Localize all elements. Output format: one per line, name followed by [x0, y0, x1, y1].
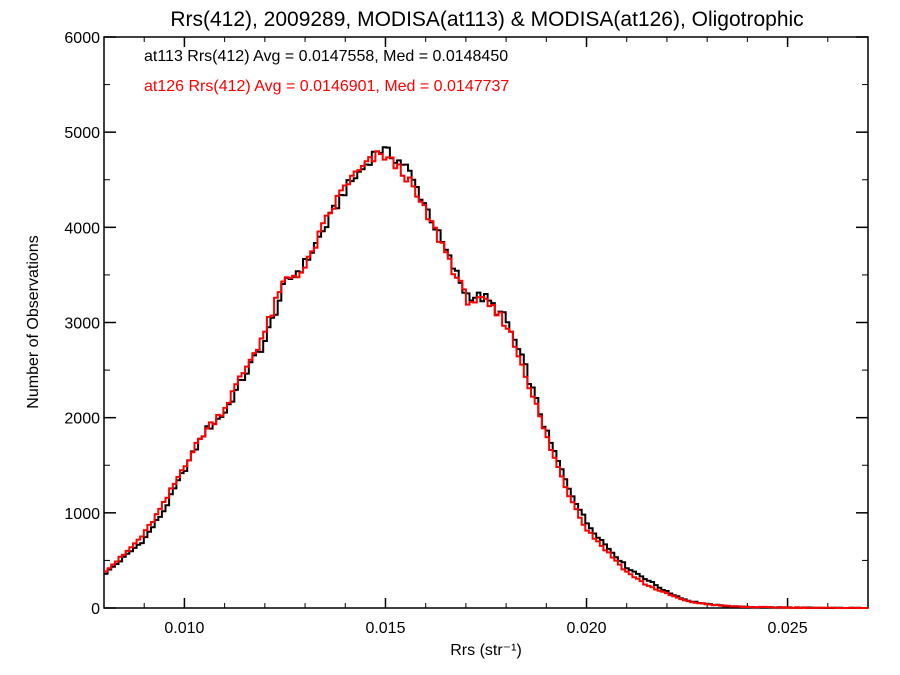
- y-tick-label: 0: [91, 601, 100, 618]
- y-tick-label: 4000: [64, 220, 100, 237]
- legend-at113: at113 Rrs(412) Avg = 0.0147558, Med = 0.…: [144, 48, 508, 65]
- y-tick-label: 5000: [64, 125, 100, 142]
- series-at126: [104, 150, 868, 609]
- plot-frame: [103, 36, 869, 609]
- x-axis-label: Rrs (str⁻¹): [450, 642, 522, 659]
- y-tick-label: 3000: [64, 316, 100, 333]
- chart-title: Rrs(412), 2009289, MODISA(at113) & MODIS…: [170, 8, 803, 31]
- x-tick-label: 0.015: [365, 620, 405, 637]
- y-axis-label: Number of Observations: [25, 235, 42, 408]
- y-tick-label: 6000: [64, 30, 100, 47]
- series-at113: [104, 146, 868, 609]
- y-tick-label: 1000: [64, 506, 100, 523]
- x-axis: 0.010 0.015 0.020 0.025: [103, 37, 869, 637]
- legend-at126: at126 Rrs(412) Avg = 0.0146901, Med = 0.…: [144, 78, 509, 95]
- y-axis: 0 1000 2000 3000 4000 5000 6000: [64, 30, 868, 618]
- y-tick-label: 2000: [64, 411, 100, 428]
- x-tick-label: 0.020: [567, 620, 607, 637]
- x-tick-label: 0.010: [164, 620, 204, 637]
- x-tick-label: 0.025: [768, 620, 808, 637]
- series-layer: [104, 146, 868, 609]
